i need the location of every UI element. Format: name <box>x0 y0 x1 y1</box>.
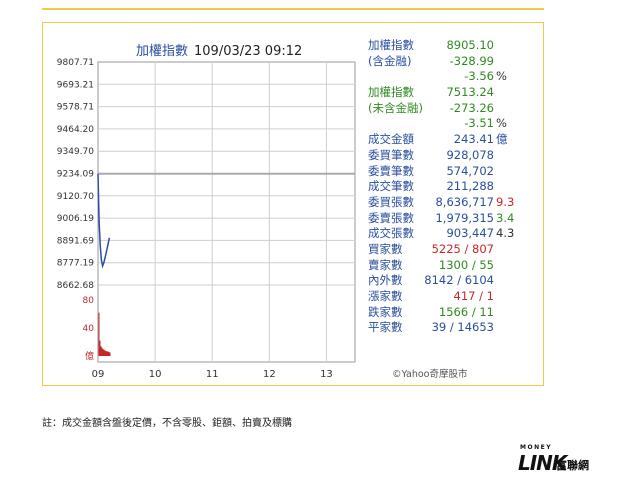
stat-value: -328.99 <box>449 53 494 68</box>
y-tick-label: 8777.19 <box>57 259 94 269</box>
top-divider <box>42 8 544 10</box>
stat-extra: 4.3 <box>496 226 515 241</box>
stat-value: 7513.24 <box>446 85 494 100</box>
stat-value: 8,636,717 <box>435 194 494 209</box>
stat-row: 加權指數 8905.10 <box>368 38 538 54</box>
stat-label: 買家數 <box>368 241 403 256</box>
stat-row: 成交筆數 211,288 <box>368 179 538 195</box>
copyright-text: ©Yahoo奇摩股市 <box>392 369 468 380</box>
plot-border <box>97 61 356 363</box>
stat-label: 內外數 <box>368 273 403 288</box>
stat-label: (含金融) <box>368 53 412 68</box>
stat-label: 委賣張數 <box>368 210 414 225</box>
stat-value: 1566 / 11 <box>438 304 494 319</box>
y-tick-label: 9807.71 <box>57 58 94 68</box>
stat-value: 574,702 <box>446 163 494 178</box>
stat-extra: 9.3 <box>496 194 515 209</box>
stat-value: 8142 / 6104 <box>424 273 494 288</box>
stat-row: -3.51% <box>368 116 538 132</box>
y-tick-label: 9234.09 <box>57 170 94 180</box>
stat-row: 委買筆數 928,078 <box>368 148 538 164</box>
stat-label: 委買張數 <box>368 194 414 209</box>
stat-row: 買家數 5225 / 807 <box>368 242 538 258</box>
stat-row: 成交金額 243.41 億 <box>368 132 538 148</box>
stat-row: 跌家數 1566 / 11 <box>368 305 538 321</box>
stat-extra: % <box>496 116 507 131</box>
stat-extra: % <box>496 69 507 84</box>
volume-tick-label: 40 <box>83 324 95 334</box>
index-line <box>97 173 111 269</box>
stat-row: 成交張數 903,447 4.3 <box>368 226 538 242</box>
y-tick-label: 9578.71 <box>57 103 94 113</box>
chart-frame <box>42 22 544 386</box>
stat-value: 1,979,315 <box>435 210 494 225</box>
stat-row: 委賣筆數 574,702 <box>368 164 538 180</box>
x-tick-label: 13 <box>320 369 333 380</box>
stat-row: 內外數 8142 / 6104 <box>368 273 538 289</box>
chart-title: 加權指數 109/03/23 09:12 <box>136 40 302 59</box>
stat-label: 成交筆數 <box>368 179 414 194</box>
logo-cn-text: 富聯網 <box>556 459 589 472</box>
x-tick-label: 10 <box>149 369 162 380</box>
stat-row: -3.56% <box>368 69 538 85</box>
volume-tick-label: 億 <box>85 350 94 362</box>
stat-value: -3.51 <box>464 116 494 131</box>
stat-value: 928,078 <box>446 147 494 162</box>
stat-label: 賣家數 <box>368 257 403 272</box>
stat-row: (未含金融) -273.26 <box>368 101 538 117</box>
stat-value: 903,447 <box>446 226 494 241</box>
stat-label: 跌家數 <box>368 304 403 319</box>
stat-value: -3.56 <box>464 69 494 84</box>
footnote: 註：成交金額含盤後定價，不含零股、鉅額、拍賣及標購 <box>42 418 292 429</box>
stat-row: 賣家數 1300 / 55 <box>368 258 538 274</box>
stat-row: 委賣張數 1,979,315 3.4 <box>368 211 538 227</box>
stat-value: 1300 / 55 <box>438 257 494 272</box>
volume-tick-label: 80 <box>83 296 95 306</box>
stat-extra: 3.4 <box>496 210 515 225</box>
stat-row: 加權指數 7513.24 <box>368 85 538 101</box>
stat-value: 243.41 <box>453 132 494 147</box>
stat-value: 417 / 1 <box>453 289 494 303</box>
stat-row: (含金融) -328.99 <box>368 54 538 70</box>
stat-row: 漲家數 417 / 1 <box>368 289 538 305</box>
x-tick-label: 11 <box>206 369 219 380</box>
y-tick-label: 8891.69 <box>57 236 94 246</box>
moneylink-logo: MONEY LINK 富聯網 <box>518 444 602 478</box>
y-tick-label: 9464.20 <box>57 125 94 135</box>
stat-label: 成交金額 <box>368 132 414 147</box>
y-tick-label: 8662.68 <box>57 281 94 291</box>
y-tick-label: 9120.70 <box>57 192 94 202</box>
stats-panel: 加權指數 8905.10 (含金融) -328.99 -3.56% 加權指數 7513.24… <box>368 38 538 336</box>
stat-label: 委賣筆數 <box>368 163 414 178</box>
index-name: 加權指數 <box>136 44 189 59</box>
stat-extra: 億 <box>496 132 508 147</box>
stat-value: 39 / 14653 <box>431 320 494 335</box>
stat-value: 211,288 <box>446 179 494 194</box>
stat-label: 委買筆數 <box>368 147 414 162</box>
stat-label: 加權指數 <box>368 85 414 100</box>
x-tick-label: 12 <box>263 369 276 380</box>
stat-value: 8905.10 <box>446 38 494 52</box>
stat-label: 漲家數 <box>368 289 403 303</box>
logo-link-text: LINK <box>518 451 567 475</box>
stat-label: 加權指數 <box>368 38 414 52</box>
stat-row: 平家數 39 / 14653 <box>368 320 538 336</box>
stat-value: -273.26 <box>449 100 494 115</box>
y-tick-label: 9349.70 <box>57 147 94 157</box>
stat-label: (未含金融) <box>368 100 423 115</box>
chart-datetime: 109/03/23 09:12 <box>194 44 303 59</box>
stat-value: 5225 / 807 <box>431 241 494 256</box>
stat-label: 平家數 <box>368 320 403 335</box>
x-tick-label: 09 <box>92 369 105 380</box>
logo-money-text: MONEY <box>520 444 553 451</box>
y-tick-label: 9006.19 <box>57 214 94 224</box>
y-tick-label: 9693.21 <box>57 80 94 90</box>
stat-label: 成交張數 <box>368 226 414 241</box>
stat-row: 委買張數 8,636,717 9.3 <box>368 195 538 211</box>
